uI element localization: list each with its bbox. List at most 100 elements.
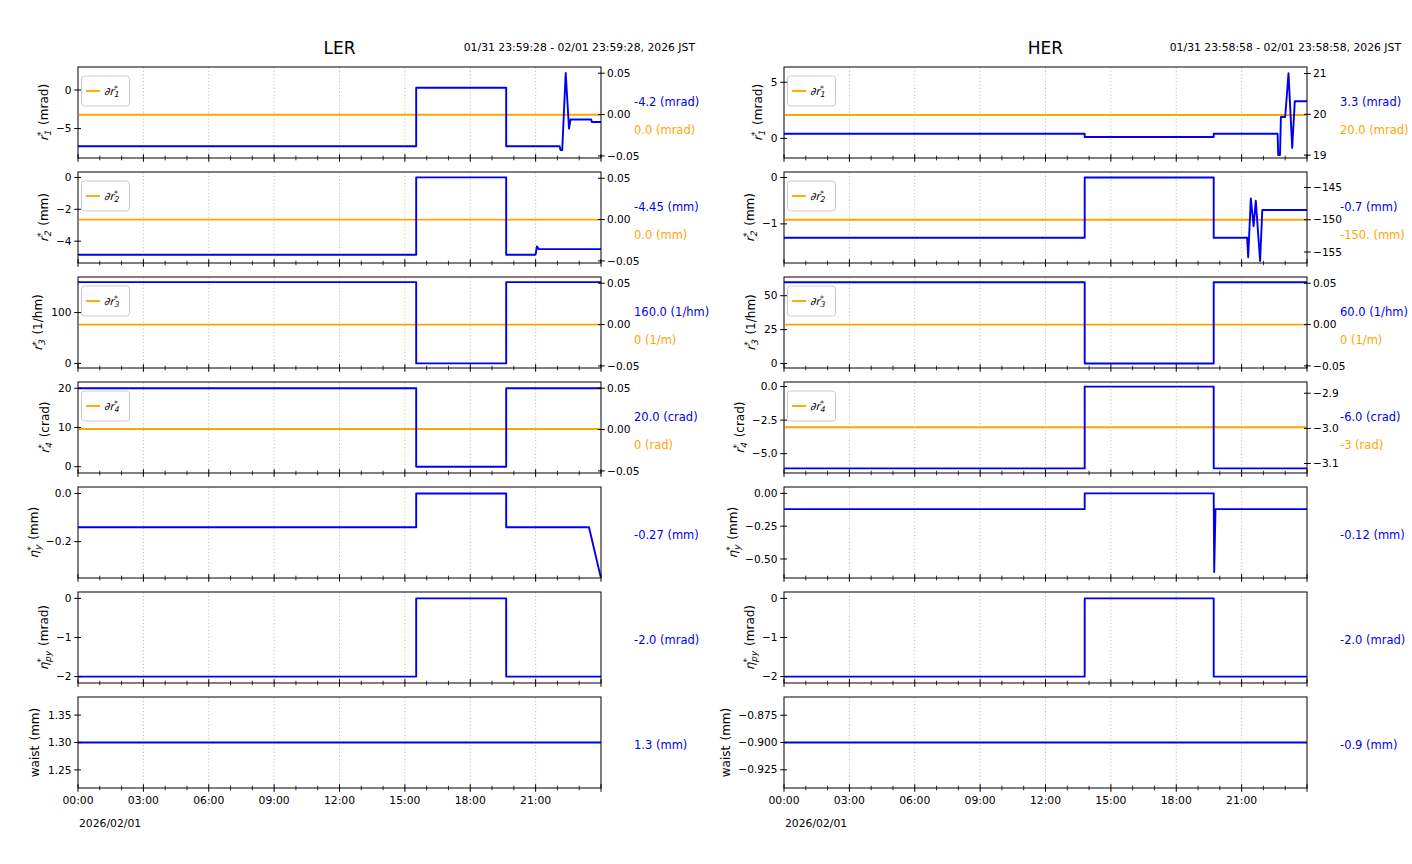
y-tick-label: 0 <box>65 460 72 472</box>
y-tick-label: 0 <box>65 171 72 183</box>
x-tick-label: 15:00 <box>389 794 420 807</box>
right-tick-label: 0.00 <box>607 423 631 435</box>
y-tick-label: 1.30 <box>48 736 72 748</box>
right-tick-label: 20 <box>1313 108 1327 120</box>
right-tick-label: 0.05 <box>607 172 631 184</box>
y-tick-label: −2 <box>56 670 72 682</box>
label-part: * <box>36 658 46 663</box>
reference-value: 0 (1/m) <box>1340 333 1382 347</box>
y-tick-label: −0.925 <box>738 763 777 775</box>
current-value: 3.3 (mrad) <box>1340 95 1401 109</box>
y-tick-label: 50 <box>764 289 778 301</box>
x-tick-label: 09:00 <box>259 794 290 807</box>
x-tick-label: 21:00 <box>1226 794 1257 807</box>
y-axis-label: r3* (1/hm) <box>31 294 48 351</box>
y-tick-label: −2.5 <box>752 414 778 426</box>
reference-value: 0 (rad) <box>634 438 673 452</box>
x-date-label: 2026/02/01 <box>79 817 141 830</box>
y-tick-label: −0.2 <box>46 535 72 547</box>
subplot-r4: 0.0−2.5−5.0−2.9−3.0−3.1r4* (crad)∂r4*-6.… <box>732 380 1400 477</box>
current-value: -0.27 (mm) <box>634 528 699 542</box>
label-part: * <box>31 341 41 346</box>
y-tick-label: −1 <box>56 631 72 643</box>
current-value: -6.0 (crad) <box>1340 410 1400 424</box>
reference-value: 0 (1/m) <box>634 333 676 347</box>
x-tick-label: 00:00 <box>768 794 799 807</box>
legend: ∂r1* <box>788 76 836 106</box>
label-part: (crad) <box>38 401 52 441</box>
label-part: * <box>820 294 824 303</box>
label-part: * <box>820 399 824 408</box>
label-part: (mrad) <box>37 605 51 650</box>
label-part: * <box>114 189 118 198</box>
y-tick-label: −2 <box>56 203 72 215</box>
y-tick-label: 25 <box>764 323 777 335</box>
y-tick-label: 0.0 <box>55 487 72 499</box>
label-part: * <box>37 443 47 448</box>
y-tick-label: 0 <box>771 132 778 144</box>
label-part: * <box>114 399 118 408</box>
label-part: * <box>732 443 742 448</box>
current-value: -4.45 (mm) <box>634 200 699 214</box>
reference-value: 0.0 (mm) <box>634 228 687 242</box>
reference-value: -3 (rad) <box>1340 438 1383 452</box>
y-axis-label: waist (mm) <box>719 708 733 777</box>
subplot-r2: 0−2−40.050.00−0.05r2* (mm)∂r2*-4.45 (mm)… <box>36 171 698 267</box>
label-part: (mm) <box>27 507 41 544</box>
y-tick-label: 0.0 <box>761 380 778 392</box>
x-tick-label: 15:00 <box>1095 794 1126 807</box>
label-part: (mm) <box>743 193 757 230</box>
y-tick-label: 1.25 <box>48 764 72 776</box>
x-tick-label: 18:00 <box>1161 794 1192 807</box>
current-value: 1.3 (mm) <box>634 738 687 752</box>
y-tick-label: 0 <box>771 357 778 369</box>
right-tick-label: −0.05 <box>607 255 639 267</box>
current-value: 160.0 (1/hm) <box>634 305 709 319</box>
label-part: (crad) <box>733 401 747 441</box>
right-tick-label: 0.05 <box>607 67 631 79</box>
panel-her: HER 01/31 23:58:58 - 02/01 23:58:58, 202… <box>706 0 1412 864</box>
current-value: -0.9 (mm) <box>1340 738 1397 752</box>
y-tick-label: −4 <box>56 235 72 247</box>
label-part: * <box>36 131 46 136</box>
label-part: * <box>26 546 36 551</box>
current-value: -4.2 (mrad) <box>634 95 699 109</box>
y-axis-label: ηpy* (mrad) <box>36 605 53 670</box>
current-value: -0.12 (mm) <box>1340 528 1405 542</box>
beam-optics-monitor: LER 01/31 23:59:28 - 02/01 23:59:28, 202… <box>0 0 1412 864</box>
y-axis-label: waist (mm) <box>28 708 42 777</box>
right-tick-label: −155 <box>1313 246 1342 258</box>
label-part: (mm) <box>726 507 740 544</box>
y-tick-label: 0 <box>65 357 72 369</box>
legend: ∂r2* <box>788 181 836 211</box>
y-tick-label: 0 <box>65 84 72 96</box>
subplot-eta-py: 0−1−2ηpy* (mrad)-2.0 (mrad) <box>742 592 1405 687</box>
right-tick-label: −145 <box>1313 181 1342 193</box>
x-tick-label: 12:00 <box>324 794 355 807</box>
legend: ∂r3* <box>788 286 836 316</box>
right-tick-label: −0.05 <box>607 150 639 162</box>
y-axis-label: r4* (crad) <box>37 401 54 453</box>
right-tick-label: 0.05 <box>607 277 631 289</box>
subplot-r1: 0−50.050.00−0.05r1* (mrad)∂r1*-4.2 (mrad… <box>36 67 699 162</box>
x-date-label: 2026/02/01 <box>785 817 847 830</box>
x-tick-label: 03:00 <box>128 794 159 807</box>
label-part: (mm) <box>719 708 733 745</box>
label-part: * <box>742 658 752 663</box>
right-tick-label: −3.0 <box>1313 422 1339 434</box>
legend: ∂r1* <box>82 76 130 106</box>
label-part: waist <box>719 745 733 777</box>
y-tick-label: −0.25 <box>745 520 777 532</box>
legend: ∂r3* <box>82 286 130 316</box>
right-tick-label: 21 <box>1313 67 1326 79</box>
right-tick-label: 0.00 <box>1313 318 1337 330</box>
y-axis-label: r2* (mm) <box>36 193 53 242</box>
label-part: (mm) <box>37 193 51 230</box>
y-tick-label: 0 <box>771 592 778 604</box>
subplot-r3: 10000.050.00−0.05r3* (1/hm)∂r3*160.0 (1/… <box>31 277 710 372</box>
y-axis-label: ηy* (mm) <box>26 507 43 558</box>
y-tick-label: −0.900 <box>738 736 777 748</box>
label-part: (1/hm) <box>31 294 45 338</box>
right-tick-label: −150 <box>1313 213 1342 225</box>
right-tick-label: −0.05 <box>1313 360 1345 372</box>
